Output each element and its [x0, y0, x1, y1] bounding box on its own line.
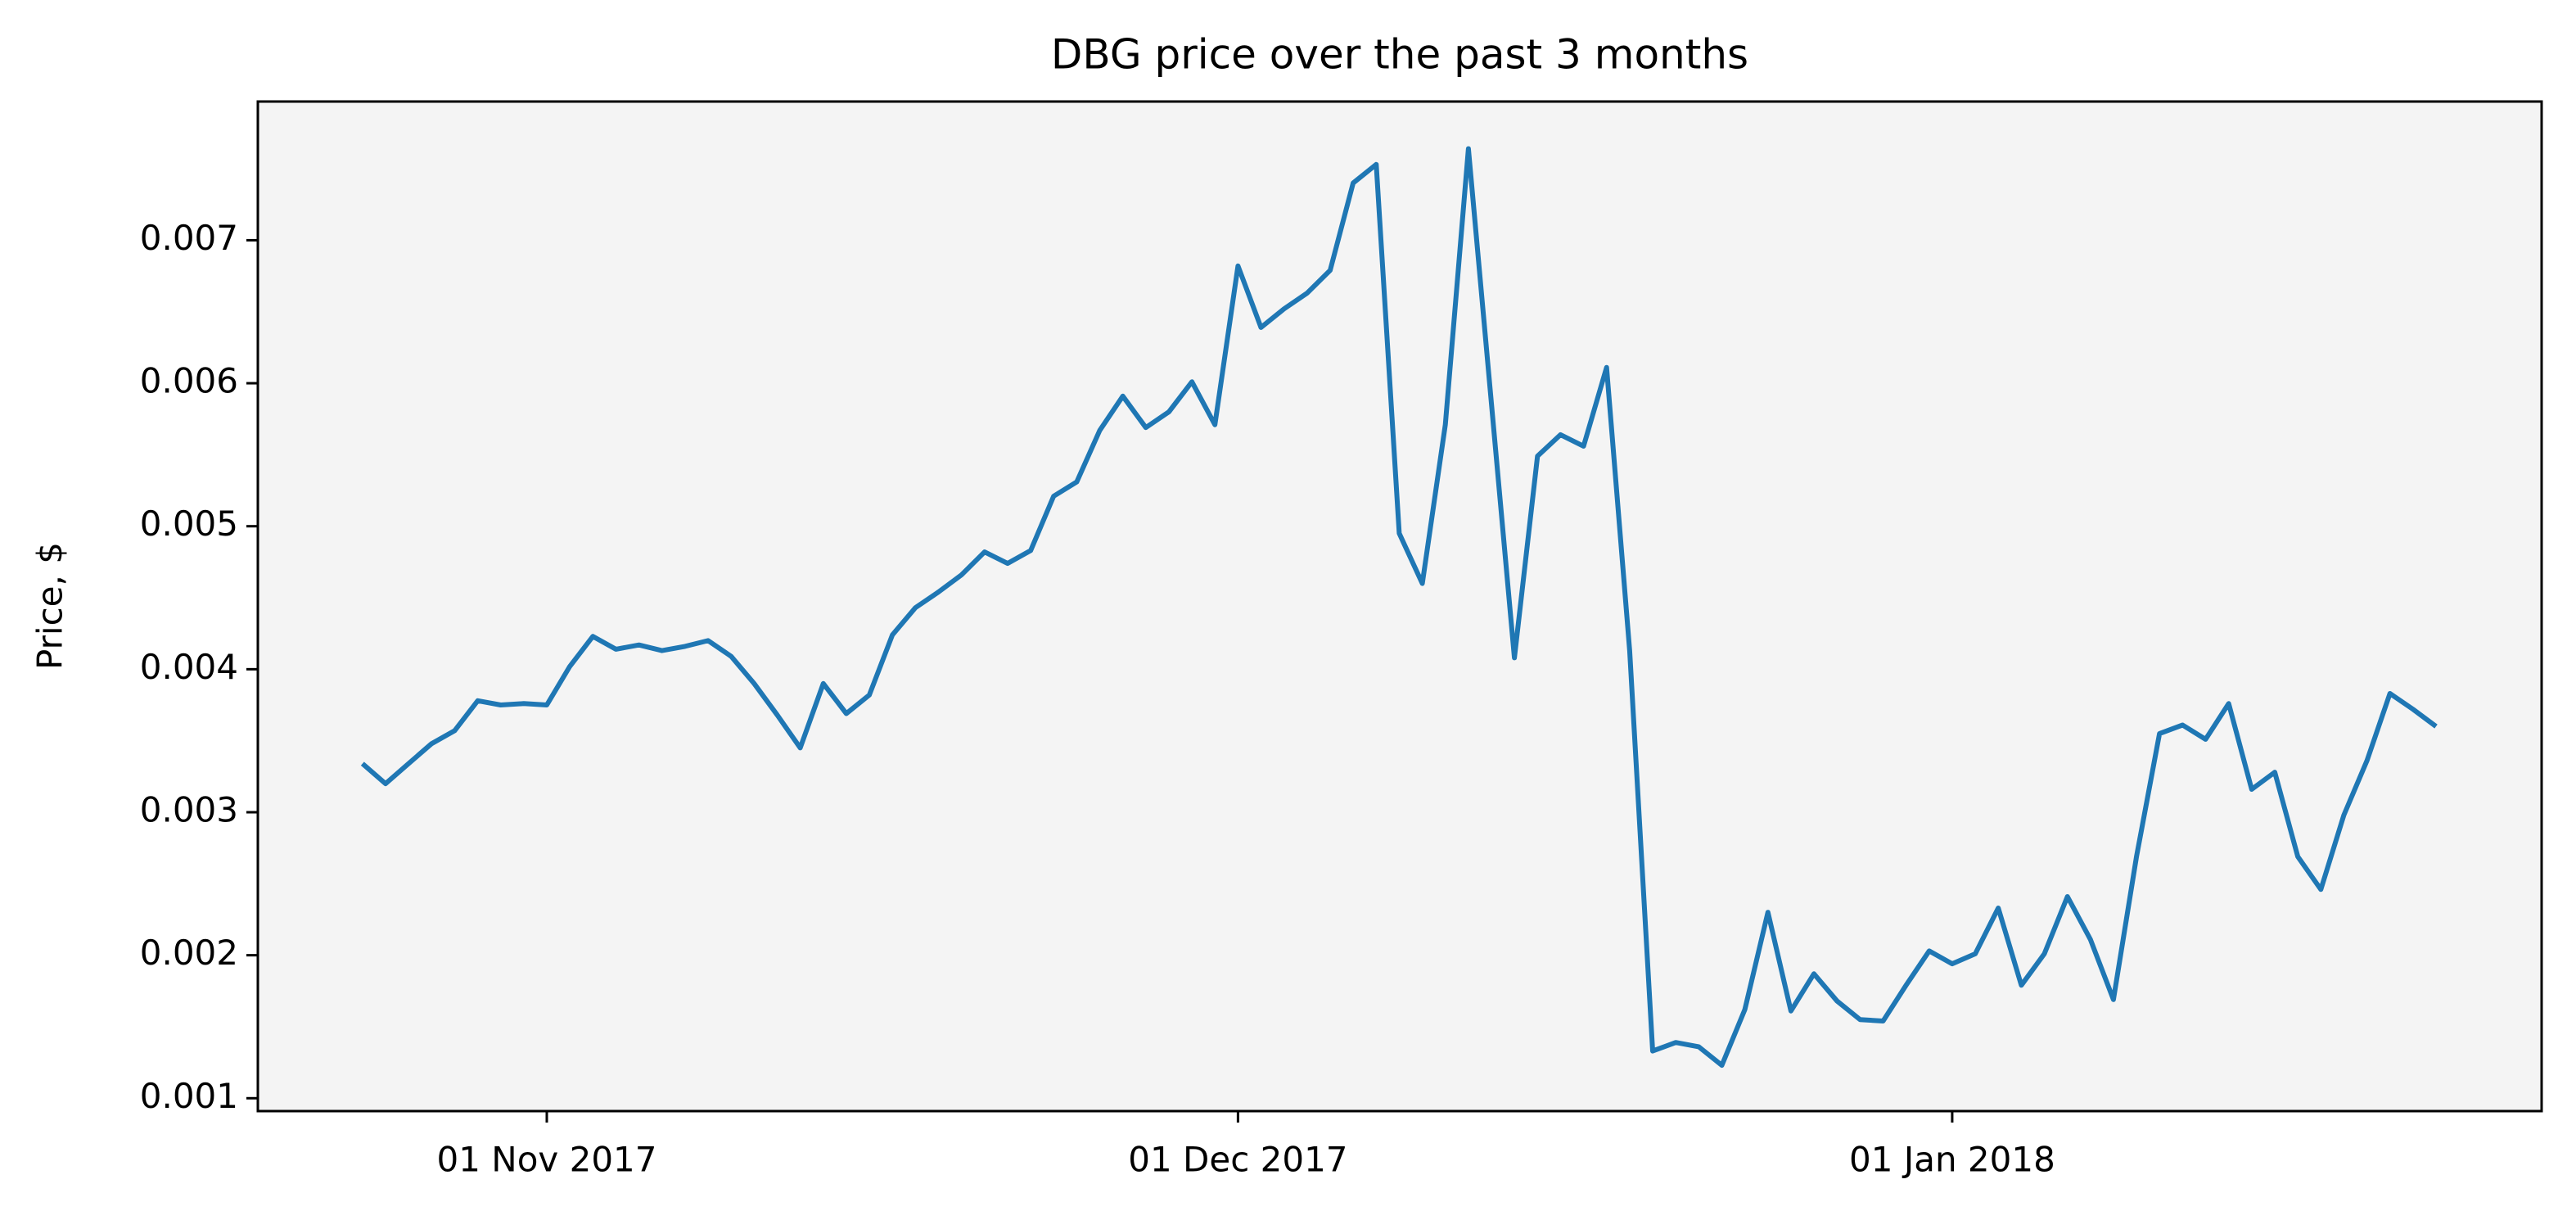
y-axis-label: Price, $: [30, 542, 70, 670]
plot-frame: [256, 100, 2543, 1113]
chart-title: DBG price over the past 3 months: [1051, 31, 1748, 79]
x-tick-label: 01 Dec 2017: [1128, 1140, 1347, 1180]
y-tick-label: 0.004: [140, 647, 238, 687]
y-tick-label: 0.002: [140, 933, 238, 973]
price-line: [360, 146, 2438, 1069]
y-tick-label: 0.007: [140, 218, 238, 258]
x-tick-label: 01 Jan 2018: [1849, 1140, 2055, 1180]
x-tick-label: 01 Nov 2017: [436, 1140, 656, 1180]
y-tick-label: 0.006: [140, 361, 238, 401]
y-tick-label: 0.005: [140, 504, 238, 544]
plot-background: [258, 102, 2542, 1111]
y-tick-label: 0.001: [140, 1076, 238, 1116]
y-tick-label: 0.003: [140, 789, 238, 829]
